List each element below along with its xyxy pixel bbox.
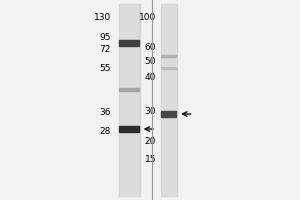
Text: 36: 36	[100, 108, 111, 116]
Bar	[119, 126, 139, 132]
Bar	[161, 67, 176, 69]
Bar	[161, 55, 176, 57]
Text: 28: 28	[100, 128, 111, 136]
Text: 20: 20	[145, 136, 156, 146]
Text: 55: 55	[100, 64, 111, 73]
Text: 40: 40	[145, 73, 156, 82]
Bar	[160, 4, 177, 196]
Text: 100: 100	[139, 12, 156, 21]
Text: 95: 95	[100, 32, 111, 42]
Bar	[119, 88, 139, 90]
Text: 30: 30	[145, 107, 156, 116]
Bar	[118, 4, 140, 196]
Text: 60: 60	[145, 44, 156, 52]
Text: 15: 15	[145, 156, 156, 164]
Bar	[161, 111, 176, 117]
Bar	[162, 4, 176, 196]
Text: 130: 130	[94, 12, 111, 21]
Text: 72: 72	[100, 45, 111, 53]
Bar	[120, 4, 138, 196]
Text: 50: 50	[145, 58, 156, 66]
Bar	[119, 40, 139, 46]
